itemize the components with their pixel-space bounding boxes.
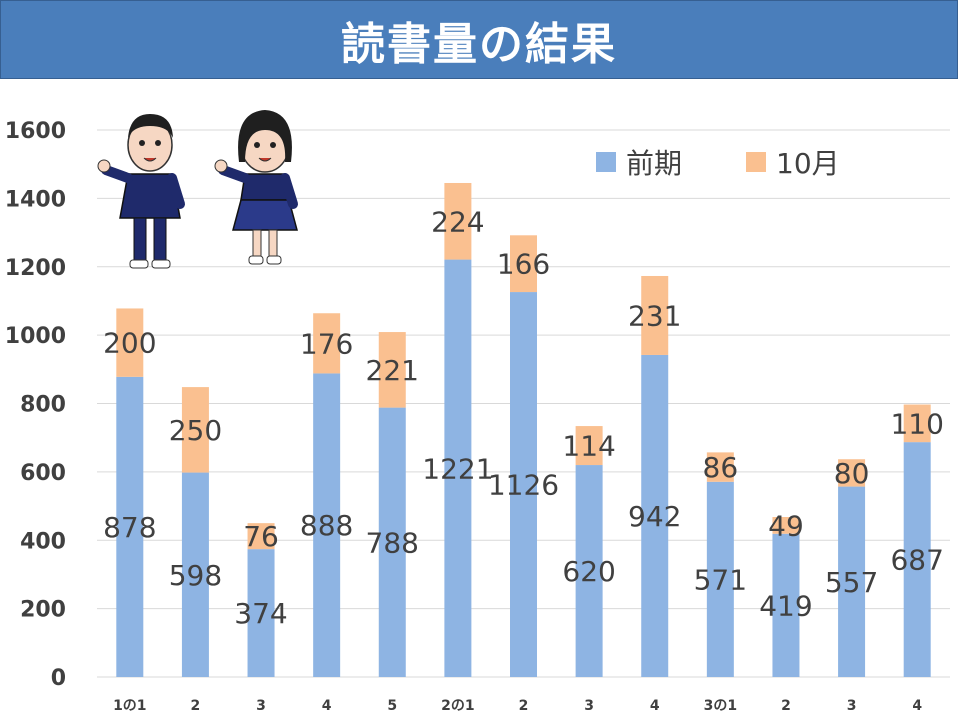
bar-series-2 xyxy=(706,452,734,482)
data-labels: 878 200 598 250 374 76 888 176 788 221 1221 224 1126… xyxy=(103,205,944,630)
bar-series-1 xyxy=(838,486,866,677)
y-tick-label: 1000 xyxy=(5,324,66,349)
bar-series-2 xyxy=(772,517,800,534)
x-tick-label: 3 xyxy=(584,698,594,714)
data-label-series-2: 49 xyxy=(768,509,804,542)
bar-series-1 xyxy=(706,481,734,677)
bar-series-1 xyxy=(903,442,931,677)
y-tick-label: 800 xyxy=(20,393,66,418)
bars xyxy=(116,182,931,677)
data-label-series-2: 200 xyxy=(103,327,156,360)
bar-series-1 xyxy=(641,354,669,677)
bar-series-1 xyxy=(444,259,472,677)
x-tick-label: 4 xyxy=(912,698,922,714)
data-label-series-1: 620 xyxy=(562,555,615,588)
legend-swatch-series-1 xyxy=(596,152,616,172)
bar-series-2 xyxy=(575,426,603,466)
y-tick-label: 400 xyxy=(20,529,66,554)
x-tick-label: 4 xyxy=(650,698,660,714)
data-label-series-1: 942 xyxy=(628,500,681,533)
bar-series-1 xyxy=(181,472,209,677)
data-label-series-2: 166 xyxy=(497,248,550,281)
x-tick-label: 4 xyxy=(322,698,332,714)
bar-series-1 xyxy=(247,549,275,677)
y-tick-label: 1400 xyxy=(5,187,66,212)
bar-series-2 xyxy=(313,313,341,374)
legend: 前期 10月 xyxy=(596,147,840,180)
data-label-series-1: 1221 xyxy=(422,452,493,485)
bar-series-1 xyxy=(313,373,341,677)
student-boy-illustration xyxy=(97,114,185,269)
x-axis-ticks: 1の1 2 3 4 5 2の1 2 3 4 3の1 2 3 4 xyxy=(113,698,922,714)
data-label-series-2: 224 xyxy=(431,205,484,238)
data-label-series-2: 231 xyxy=(628,299,681,332)
legend-swatch-series-2 xyxy=(746,152,766,172)
page-title: 読書量の結果 xyxy=(341,18,617,70)
bar-series-2 xyxy=(641,275,669,355)
bar-series-1 xyxy=(378,407,406,677)
stacked-bar-chart: 0 200 400 600 800 1000 1200 1400 1600 878 200 598 2… xyxy=(5,110,950,714)
data-label-series-2: 76 xyxy=(243,520,279,553)
bar-series-2 xyxy=(903,404,931,443)
x-tick-label: 2 xyxy=(519,698,529,714)
title-bar: 読書量の結果 xyxy=(0,0,958,79)
data-label-series-2: 114 xyxy=(562,430,615,463)
data-label-series-2: 221 xyxy=(366,354,419,387)
bar-series-2 xyxy=(510,235,537,293)
y-tick-label: 0 xyxy=(51,666,66,691)
bar-series-2 xyxy=(838,459,866,487)
data-label-series-1: 788 xyxy=(366,526,419,559)
bar-series-1 xyxy=(772,533,800,677)
data-label-series-1: 687 xyxy=(890,544,943,577)
data-label-series-2: 176 xyxy=(300,327,353,360)
y-tick-label: 1600 xyxy=(5,119,66,144)
student-girl-illustration xyxy=(214,110,298,265)
data-label-series-1: 1126 xyxy=(488,469,559,502)
data-label-series-1: 878 xyxy=(103,511,156,544)
bar-series-2 xyxy=(181,387,209,473)
data-label-series-2: 250 xyxy=(169,414,222,447)
data-label-series-1: 374 xyxy=(234,597,287,630)
data-label-series-1: 571 xyxy=(694,563,747,596)
bar-series-2 xyxy=(247,523,275,550)
x-tick-label: 3 xyxy=(847,698,857,714)
data-label-series-2: 86 xyxy=(703,451,739,484)
x-tick-label: 2 xyxy=(781,698,791,714)
data-label-series-1: 598 xyxy=(169,559,222,592)
bar-series-1 xyxy=(116,376,144,677)
data-label-series-1: 419 xyxy=(759,589,812,622)
x-tick-label: 5 xyxy=(387,698,397,714)
x-tick-label: 3 xyxy=(256,698,266,714)
bar-series-2 xyxy=(378,332,406,408)
bar-series-1 xyxy=(575,465,603,677)
y-tick-label: 600 xyxy=(20,461,66,486)
data-label-series-2: 80 xyxy=(834,457,870,490)
x-tick-label: 2 xyxy=(191,698,201,714)
y-tick-label: 1200 xyxy=(5,256,66,281)
x-tick-label: 1の1 xyxy=(113,698,146,714)
legend-label-series-1: 前期 xyxy=(626,147,682,180)
bar-series-1 xyxy=(510,292,537,677)
x-tick-label: 3の1 xyxy=(704,698,737,714)
y-tick-label: 200 xyxy=(20,598,66,623)
y-axis-ticks: 0 200 400 600 800 1000 1200 1400 1600 xyxy=(5,119,66,691)
data-label-series-1: 557 xyxy=(825,566,878,599)
x-tick-label: 2の1 xyxy=(441,698,474,714)
bar-series-2 xyxy=(116,308,144,377)
data-label-series-1: 888 xyxy=(300,509,353,542)
legend-label-series-2: 10月 xyxy=(776,147,840,180)
data-label-series-2: 110 xyxy=(890,407,943,440)
bar-series-2 xyxy=(444,182,472,260)
